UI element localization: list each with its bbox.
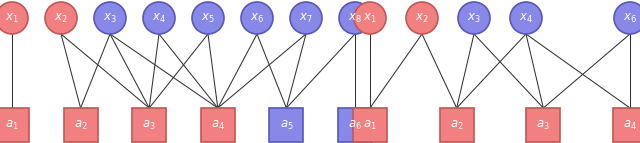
Text: $a_3$: $a_3$ [142, 118, 156, 132]
Text: $a_4$: $a_4$ [211, 118, 225, 132]
Text: $a_4$: $a_4$ [623, 118, 637, 132]
Circle shape [241, 2, 273, 34]
Text: $x_6$: $x_6$ [250, 11, 264, 25]
Bar [613, 108, 640, 142]
Text: $a_1$: $a_1$ [363, 118, 377, 132]
Bar [526, 108, 561, 142]
Text: $a_2$: $a_2$ [450, 118, 463, 132]
Circle shape [290, 2, 322, 34]
Circle shape [406, 2, 438, 34]
Text: $a_1$: $a_1$ [5, 118, 19, 132]
Text: $x_3$: $x_3$ [467, 11, 481, 25]
Text: $a_2$: $a_2$ [74, 118, 88, 132]
Text: $x_4$: $x_4$ [519, 11, 533, 25]
Bar [132, 108, 166, 142]
Bar [338, 108, 372, 142]
Bar [63, 108, 97, 142]
Bar [201, 108, 235, 142]
Circle shape [192, 2, 224, 34]
Text: $x_4$: $x_4$ [152, 11, 166, 25]
Circle shape [45, 2, 77, 34]
Text: $x_5$: $x_5$ [201, 11, 215, 25]
Text: $x_1$: $x_1$ [363, 11, 377, 25]
Text: $x_6$: $x_6$ [623, 11, 637, 25]
Text: $x_3$: $x_3$ [103, 11, 117, 25]
Text: $x_7$: $x_7$ [299, 11, 313, 25]
Circle shape [0, 2, 28, 34]
Text: $x_1$: $x_1$ [5, 11, 19, 25]
Circle shape [614, 2, 640, 34]
Circle shape [94, 2, 126, 34]
Bar [353, 108, 387, 142]
Text: $x_8$: $x_8$ [348, 11, 362, 25]
Bar [440, 108, 474, 142]
Text: $a_6$: $a_6$ [348, 118, 362, 132]
Text: $a_5$: $a_5$ [280, 118, 293, 132]
Text: $x_2$: $x_2$ [54, 11, 68, 25]
Text: $a_3$: $a_3$ [536, 118, 550, 132]
Text: $x_2$: $x_2$ [415, 11, 429, 25]
Circle shape [458, 2, 490, 34]
Circle shape [354, 2, 386, 34]
Bar [0, 108, 29, 142]
Circle shape [143, 2, 175, 34]
Bar [269, 108, 303, 142]
Circle shape [339, 2, 371, 34]
Circle shape [510, 2, 542, 34]
